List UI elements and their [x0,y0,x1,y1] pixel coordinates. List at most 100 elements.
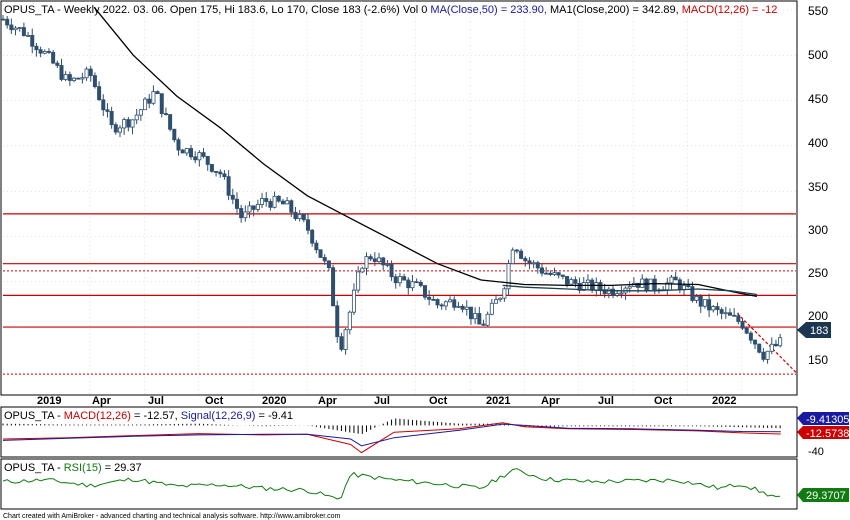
candle-body [293,211,298,220]
candle-body [569,279,574,285]
candle-body [5,18,10,26]
candle-body [673,276,678,281]
candle-body [539,267,544,274]
candle-body [585,279,590,283]
candle-body [46,51,51,53]
candle-body [573,279,578,284]
header-ma200: MA1(Close,200) = 342.89, [547,4,679,16]
candle-body [285,200,290,205]
candle-body [556,272,561,276]
candle-body [732,314,737,317]
candle-body [168,114,173,130]
candle-body [765,350,770,360]
moving-averages [93,6,758,298]
candle-body [698,296,703,307]
rsi-prefix: OPUS_TA - [4,462,64,474]
candle-body [239,208,244,219]
candle-body [92,75,97,88]
candle-body [226,176,231,196]
candle-body [381,257,386,266]
candle-body [694,296,699,301]
candle-body [247,205,252,213]
candle-body [686,285,691,287]
candle-body [13,27,18,31]
candle-body [21,27,26,36]
time-label: 2022 [712,395,736,407]
time-label: Jul [374,395,390,407]
time-label: 2021 [486,395,510,407]
price-tick: 250 [808,266,828,280]
ma200-line [502,284,757,296]
candle-body [418,281,423,286]
time-label: Apr [318,395,338,407]
candle-body [230,194,235,200]
rsi-label: RSI(15) [64,462,102,474]
candle-body [431,299,436,301]
header-macd: MACD(12,26) = -12 [679,4,778,16]
candle-body [414,281,419,284]
candle-body [80,77,85,80]
candle-body [594,282,599,291]
candle-body [736,315,741,322]
candle-body [172,128,177,141]
candle-body [151,91,156,104]
candle-body [602,289,607,295]
macd-label: MACD(12,26) [64,410,131,422]
candle-body [76,77,81,80]
candle-body [255,204,260,210]
time-axis: 2019 Apr Jul Oct 2020 Apr Jul Oct 2021 A… [37,395,736,407]
candle-body [147,98,152,104]
candle-body [477,313,482,325]
candle-body [560,274,565,277]
candle-body [17,27,22,29]
signal-label: Signal(12,26,9) [181,410,256,422]
candle-body [30,35,35,47]
candle-body [439,304,444,307]
candle-body [636,282,641,288]
candle-body [494,299,499,304]
macd-lines [2,418,781,454]
candle-body [122,119,127,129]
candle-body [452,299,457,308]
candle-body [393,276,398,284]
candle-body [243,211,248,219]
macd-line [2,422,781,454]
candle-body [63,74,68,80]
macd-value-tag-value: -12.5738 [806,428,849,440]
candle-body [310,229,315,244]
horizontal-levels [3,213,797,375]
time-label: Oct [205,395,224,407]
candle-body [577,282,582,291]
candle-body [163,113,168,115]
header-symbol: OPUS_TA [4,4,55,16]
price-tick: 450 [808,92,828,106]
candle-body [113,124,118,133]
chart-header: OPUS_TA - Weekly 2022. 03. 06. Open 175,… [4,4,777,16]
candle-body [740,321,745,329]
rsi-line [2,468,781,500]
candle-body [314,242,319,251]
candle-body [514,249,519,252]
candle-body [711,306,716,311]
candle-body [652,278,657,291]
candle-body [519,250,524,259]
time-label: 2019 [37,395,61,407]
candle-body [335,305,340,338]
candle-body [468,306,473,320]
candle-body [138,109,143,116]
macd-prefix: OPUS_TA - [4,410,64,422]
candle-body [351,289,356,313]
candle-body [523,258,528,262]
time-label: Jul [598,395,614,407]
candle-body [748,332,753,341]
candle-body [218,171,223,175]
candle-body [51,51,56,64]
candle-body [443,301,448,307]
candle-body [406,279,411,289]
candle-body [464,306,469,310]
candle-body [456,305,461,308]
macd-value-tag: -12.5738 [797,426,849,440]
candle-body [389,264,394,278]
candle-body [214,171,219,173]
